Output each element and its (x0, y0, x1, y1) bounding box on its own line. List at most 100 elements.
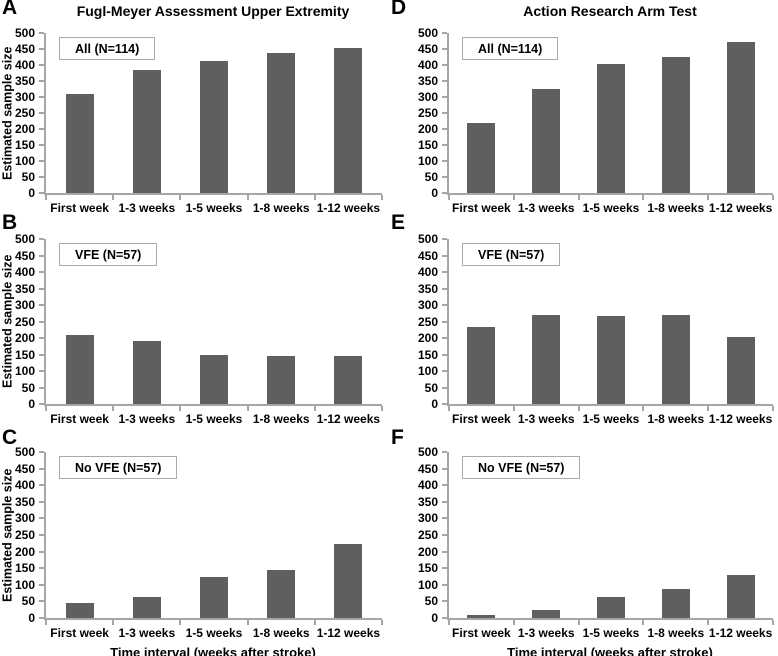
legend-label: No VFE (N=57) (478, 460, 565, 475)
y-tick-label: 300 (14, 298, 35, 312)
y-tick-mark (442, 48, 447, 50)
y-tick-label: 500 (14, 26, 35, 40)
y-tick-mark (39, 176, 44, 178)
y-tick-label: 350 (417, 74, 438, 88)
bar-1-12-weeks (726, 574, 755, 618)
x-tick-label: 1-3 weeks (517, 412, 575, 426)
y-tick-label: 250 (417, 528, 438, 542)
bar-first-week (65, 603, 94, 618)
y-tick-mark (39, 583, 44, 586)
x-tick-mark (179, 406, 182, 411)
y-tick-mark (442, 403, 447, 405)
x-tick-mark (246, 195, 249, 200)
y-tick-mark (39, 271, 44, 273)
x-tick-mark (707, 195, 710, 200)
x-tick-label: 1-5 weeks (582, 412, 640, 426)
y-tick-label: 450 (417, 42, 438, 56)
x-tick-mark (512, 620, 515, 625)
bar-1-3-weeks (532, 610, 561, 618)
y-tick-label: 50 (21, 170, 35, 184)
y-tick-mark (39, 517, 44, 520)
y-tick-label: 0 (431, 186, 438, 200)
y-tick-label: 500 (417, 26, 438, 40)
y-tick-mark (39, 144, 44, 146)
y-tick-label: 350 (14, 494, 35, 509)
y-tick-mark (39, 112, 44, 114)
bar-1-5-weeks (200, 61, 228, 193)
bar-1-5-weeks (597, 315, 625, 404)
x-tick-mark (45, 406, 47, 411)
x-tick-mark (577, 620, 580, 625)
bar-1-12-weeks (726, 41, 755, 193)
bar-1-5-weeks (200, 576, 228, 618)
y-tick-label: 100 (14, 364, 35, 378)
y-tick-label: 50 (21, 380, 35, 395)
y-tick-label: 150 (417, 561, 438, 576)
x-tick-label: 1-3 weeks (118, 626, 176, 640)
x-tick-mark (577, 195, 580, 200)
legend-label: No VFE (N=57) (75, 460, 162, 475)
y-tick-mark (442, 96, 447, 98)
y-tick-mark (39, 550, 44, 553)
y-tick-mark (442, 32, 447, 34)
legend-box: All (N=114) (59, 37, 156, 60)
bar-first-week (65, 94, 94, 193)
y-tick-label: 0 (431, 397, 438, 411)
y-tick-mark (442, 128, 447, 130)
x-tick-mark (381, 406, 383, 411)
y-tick-label: 450 (14, 248, 35, 263)
x-tick-mark (246, 620, 249, 625)
y-tick-mark (442, 484, 447, 487)
x-tick-mark (707, 406, 710, 411)
x-tick-label: 1-8 weeks (647, 201, 705, 215)
x-tick-mark (448, 195, 450, 200)
y-tick-label: 200 (417, 331, 438, 345)
x-tick-mark (512, 406, 515, 411)
x-tick-mark (381, 195, 383, 200)
x-tick-label: 1-5 weeks (185, 626, 243, 640)
bar-1-3-weeks (132, 341, 161, 404)
y-tick-mark (39, 386, 44, 389)
y-tick-mark (442, 517, 447, 520)
y-tick-mark (442, 320, 447, 323)
y-tick-mark (442, 467, 447, 470)
x-axis-title: Time interval (weeks after stroke) (507, 645, 713, 656)
x-tick-mark (512, 195, 515, 200)
x-tick-label: 1-12 weeks (316, 201, 381, 215)
x-tick-label: 1-5 weeks (185, 412, 243, 426)
y-tick-label: 0 (431, 611, 438, 625)
y-tick-mark (39, 32, 44, 34)
y-tick-label: 400 (14, 58, 35, 72)
y-tick-label: 450 (14, 461, 35, 476)
x-tick-label: First week (50, 626, 109, 640)
y-tick-label: 500 (14, 232, 35, 246)
y-tick-mark (442, 534, 447, 536)
chart-title-arat: Action Research Arm Test (523, 3, 697, 19)
x-tick-label: 1-3 weeks (118, 412, 176, 426)
y-tick-mark (39, 96, 44, 98)
y-tick-label: 250 (417, 106, 438, 120)
y-tick-mark (442, 64, 447, 66)
y-tick-mark (39, 534, 44, 536)
x-tick-mark (313, 195, 316, 200)
y-tick-label: 200 (14, 331, 35, 345)
y-tick-label: 200 (417, 544, 438, 559)
y-tick-label: 0 (28, 611, 35, 625)
x-tick-mark (642, 195, 645, 200)
y-tick-label: 350 (14, 74, 35, 88)
y-axis-title: Estimated sample size (0, 46, 15, 180)
x-tick-mark (772, 406, 774, 411)
y-tick-mark (442, 80, 447, 82)
y-tick-mark (39, 304, 44, 306)
y-tick-mark (442, 386, 447, 389)
y-tick-label: 250 (14, 528, 35, 542)
y-tick-label: 250 (417, 314, 438, 329)
bar-1-12-weeks (334, 48, 363, 193)
y-tick-mark (39, 337, 44, 339)
y-tick-label: 350 (14, 281, 35, 296)
y-tick-label: 100 (417, 577, 438, 592)
panel-f: F No VFE (N=57) 0 50 100 150 200 250 300 350 400… (389, 426, 778, 656)
bar-1-3-weeks (132, 69, 161, 193)
y-tick-label: 150 (14, 561, 35, 576)
